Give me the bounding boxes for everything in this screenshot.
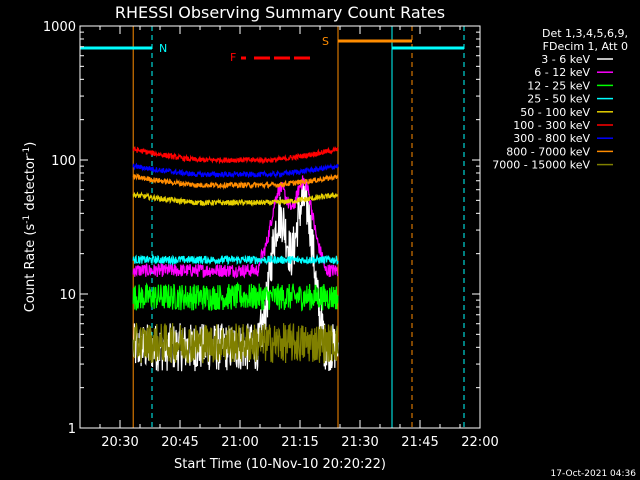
series-line-5 (132, 191, 339, 207)
y-axis-label: Count Rate (s-1 detector-1) (22, 142, 38, 313)
series-line-3 (132, 281, 339, 312)
series-line-6 (132, 146, 339, 165)
series-line-7 (132, 162, 339, 179)
x-tick-label: 21:15 (281, 435, 318, 450)
series-line-8 (132, 172, 339, 191)
x-tick-label: 22:00 (461, 435, 498, 450)
night-label: N (159, 42, 167, 55)
legend-header: FDecim 1, Att 0 (543, 40, 628, 53)
legend-label: 300 - 800 keV (513, 132, 590, 145)
saa-label: S (322, 35, 329, 48)
x-tick-label: 20:45 (161, 435, 198, 450)
legend-header: Det 1,3,4,5,6,9, (542, 27, 628, 40)
series-line-9 (132, 322, 339, 364)
legend-label: 800 - 7000 keV (506, 145, 590, 158)
legend-label: 3 - 6 keV (541, 53, 590, 66)
footer-timestamp: 17-Oct-2021 04:36 (551, 469, 637, 479)
x-tick-label: 21:45 (401, 435, 438, 450)
flare-label: F (230, 51, 236, 64)
x-tick-label: 20:30 (101, 435, 138, 450)
chart-title: RHESSI Observing Summary Count Rates (115, 3, 445, 22)
y-tick-label: 1000 (43, 20, 76, 35)
y-tick-label: 100 (51, 154, 76, 169)
y-tick-label: 1 (68, 422, 76, 437)
y-tick-label: 10 (59, 288, 76, 303)
legend-label: 6 - 12 keV (534, 66, 590, 79)
legend-label: 12 - 25 keV (527, 79, 590, 92)
series-line-4 (132, 253, 339, 267)
legend-label: 100 - 300 keV (513, 119, 590, 132)
x-tick-label: 21:00 (221, 435, 258, 450)
x-tick-label: 21:30 (341, 435, 378, 450)
x-axis-label: Start Time (10-Nov-10 20:20:22) (174, 457, 386, 472)
legend-label: 25 - 50 keV (527, 93, 590, 106)
legend-label: 50 - 100 keV (520, 106, 590, 119)
legend-label: 7000 - 15000 keV (492, 159, 590, 172)
